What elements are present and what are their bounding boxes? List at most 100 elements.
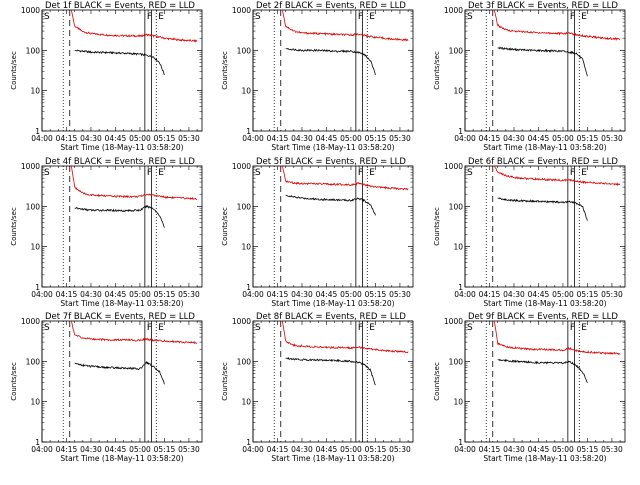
x-tick-label: 05:30: [389, 445, 411, 454]
y-tick-label: 100: [449, 202, 464, 211]
y-tick-label: 1: [35, 438, 40, 447]
marker-label: E: [158, 168, 164, 178]
marker-label: E: [581, 12, 587, 22]
y-tick-label: 1000: [21, 317, 40, 326]
lld-series-line: [281, 9, 409, 42]
x-tick-label: 05:30: [178, 134, 200, 143]
marker-label: F: [358, 323, 363, 333]
y-tick-label: 10: [241, 87, 251, 96]
y-axis-label: Counts/sec: [221, 207, 229, 246]
y-tick-label: 100: [237, 46, 252, 55]
y-tick-label: 1: [35, 127, 40, 136]
lld-series-line: [494, 165, 621, 187]
panel-title: Det 8f BLACK = Events, RED = LLD: [256, 312, 406, 322]
x-tick-label: 04:30: [291, 445, 313, 454]
x-tick-label: 05:30: [178, 445, 200, 454]
y-tick-label: 1: [246, 283, 251, 292]
marker-label: S: [467, 12, 473, 22]
marker-label: E: [158, 323, 164, 333]
y-tick-label: 1000: [444, 162, 463, 171]
x-axis-label: Start Time (18-May-11 03:58:20): [483, 299, 606, 308]
marker-label: E: [581, 323, 587, 333]
lld-series-line: [71, 320, 198, 345]
marker-label: F: [570, 168, 575, 178]
panel-title: Det 5f BLACK = Events, RED = LLD: [256, 157, 406, 167]
events-series-line: [285, 47, 376, 76]
x-tick-label: 04:45: [528, 134, 550, 143]
x-tick-label: 04:00: [31, 445, 53, 454]
x-tick-label: 05:00: [340, 134, 362, 143]
marker-label: F: [147, 323, 152, 333]
x-tick-label: 05:15: [365, 134, 387, 143]
detector-panel-6: Det 6f BLACK = Events, RED = LLD 1 10 100 10…: [433, 157, 626, 308]
lld-series-line: [70, 165, 198, 200]
x-tick-label: 05:00: [552, 290, 574, 299]
y-tick-label: 1000: [232, 317, 251, 326]
marker-label: S: [467, 323, 473, 333]
y-tick-label: 1000: [21, 162, 40, 171]
marker-label: E: [369, 323, 375, 333]
x-tick-label: 04:00: [31, 134, 53, 143]
panel-title: Det 2f BLACK = Events, RED = LLD: [256, 1, 406, 11]
marker-label: F: [358, 168, 363, 178]
events-series-line: [74, 204, 165, 228]
y-tick-label: 1: [35, 283, 40, 292]
y-axis-label: Counts/sec: [10, 362, 18, 401]
x-tick-label: 04:15: [479, 445, 501, 454]
x-tick-label: 05:30: [389, 134, 411, 143]
x-axis-label: Start Time (18-May-11 03:58:20): [271, 454, 394, 463]
x-tick-label: 05:15: [577, 134, 599, 143]
x-tick-label: 04:45: [105, 445, 127, 454]
y-tick-label: 100: [449, 46, 464, 55]
y-tick-label: 10: [30, 398, 40, 407]
plot-frame: [41, 9, 203, 132]
y-axis-label: Counts/sec: [433, 207, 441, 246]
marker-label: F: [147, 168, 152, 178]
x-tick-label: 05:30: [178, 290, 200, 299]
lld-series-line: [281, 320, 409, 354]
marker-label: S: [44, 323, 50, 333]
y-tick-label: 10: [453, 87, 463, 96]
marker-label: F: [570, 323, 575, 333]
y-tick-label: 1000: [21, 6, 40, 15]
x-tick-label: 04:45: [528, 445, 550, 454]
marker-label: S: [44, 168, 50, 178]
y-tick-label: 1000: [444, 6, 463, 15]
y-axis-label: Counts/sec: [10, 51, 18, 90]
lld-series-line: [281, 165, 409, 191]
marker-label: S: [255, 12, 261, 22]
x-tick-label: 05:30: [389, 290, 411, 299]
plot-frame: [41, 165, 203, 288]
x-tick-label: 04:15: [267, 134, 289, 143]
marker-label: S: [467, 168, 473, 178]
y-tick-label: 100: [237, 202, 252, 211]
y-tick-label: 10: [453, 243, 463, 252]
detector-panel-2: Det 2f BLACK = Events, RED = LLD 1 10 100 10…: [221, 1, 414, 152]
x-tick-label: 05:15: [577, 445, 599, 454]
y-tick-label: 1: [458, 283, 463, 292]
x-axis-label: Start Time (18-May-11 03:58:20): [60, 299, 183, 308]
panel-title: Det 7f BLACK = Events, RED = LLD: [45, 312, 195, 322]
x-tick-label: 05:15: [154, 290, 176, 299]
x-tick-label: 05:00: [552, 445, 574, 454]
x-tick-label: 05:00: [129, 290, 151, 299]
y-tick-label: 1000: [232, 6, 251, 15]
marker-label: S: [44, 12, 50, 22]
plot-frame: [252, 320, 414, 443]
x-tick-label: 04:00: [454, 290, 476, 299]
marker-label: E: [369, 12, 375, 22]
x-tick-label: 05:00: [129, 134, 151, 143]
events-series-line: [74, 360, 165, 385]
x-tick-label: 04:15: [479, 134, 501, 143]
x-tick-label: 04:45: [316, 134, 338, 143]
x-axis-label: Start Time (18-May-11 03:58:20): [60, 454, 183, 463]
x-tick-label: 04:00: [242, 290, 264, 299]
detector-panel-9: Det 9f BLACK = Events, RED = LLD 1 10 100 10…: [433, 312, 626, 463]
x-tick-label: 05:15: [577, 290, 599, 299]
detector-panel-8: Det 8f BLACK = Events, RED = LLD 1 10 100 10…: [221, 312, 414, 463]
panel-title: Det 1f BLACK = Events, RED = LLD: [45, 1, 195, 11]
x-tick-label: 04:00: [454, 445, 476, 454]
y-tick-label: 10: [241, 398, 251, 407]
plot-frame: [464, 165, 626, 288]
x-tick-label: 04:30: [291, 134, 313, 143]
